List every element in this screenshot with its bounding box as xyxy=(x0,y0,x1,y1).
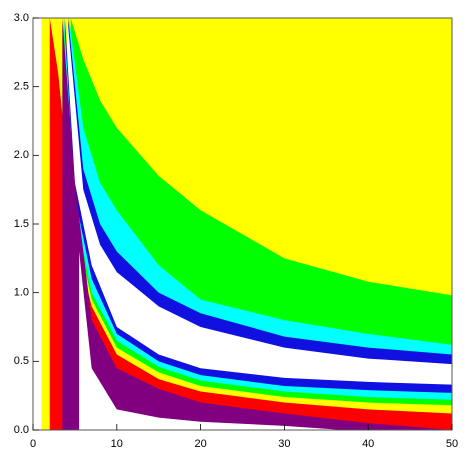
y-tick-label: 3.0 xyxy=(14,12,29,24)
y-tick-label: 1.0 xyxy=(14,287,29,299)
x-tick-label: 30 xyxy=(278,438,290,450)
y-tick-label: 2.0 xyxy=(14,149,29,161)
region xyxy=(79,251,344,430)
plot-area xyxy=(41,18,453,430)
x-tick-label: 50 xyxy=(446,438,458,450)
y-tick-label: 0.5 xyxy=(14,355,29,367)
x-tick-label: 20 xyxy=(194,438,206,450)
y-tick-label: 0.0 xyxy=(14,424,29,436)
x-tick-label: 10 xyxy=(111,438,123,450)
x-tick-label: 40 xyxy=(362,438,374,450)
y-tick-label: 2.5 xyxy=(14,81,29,93)
x-tick-label: 0 xyxy=(30,438,36,450)
y-tick-label: 1.5 xyxy=(14,218,29,230)
region xyxy=(67,18,452,430)
